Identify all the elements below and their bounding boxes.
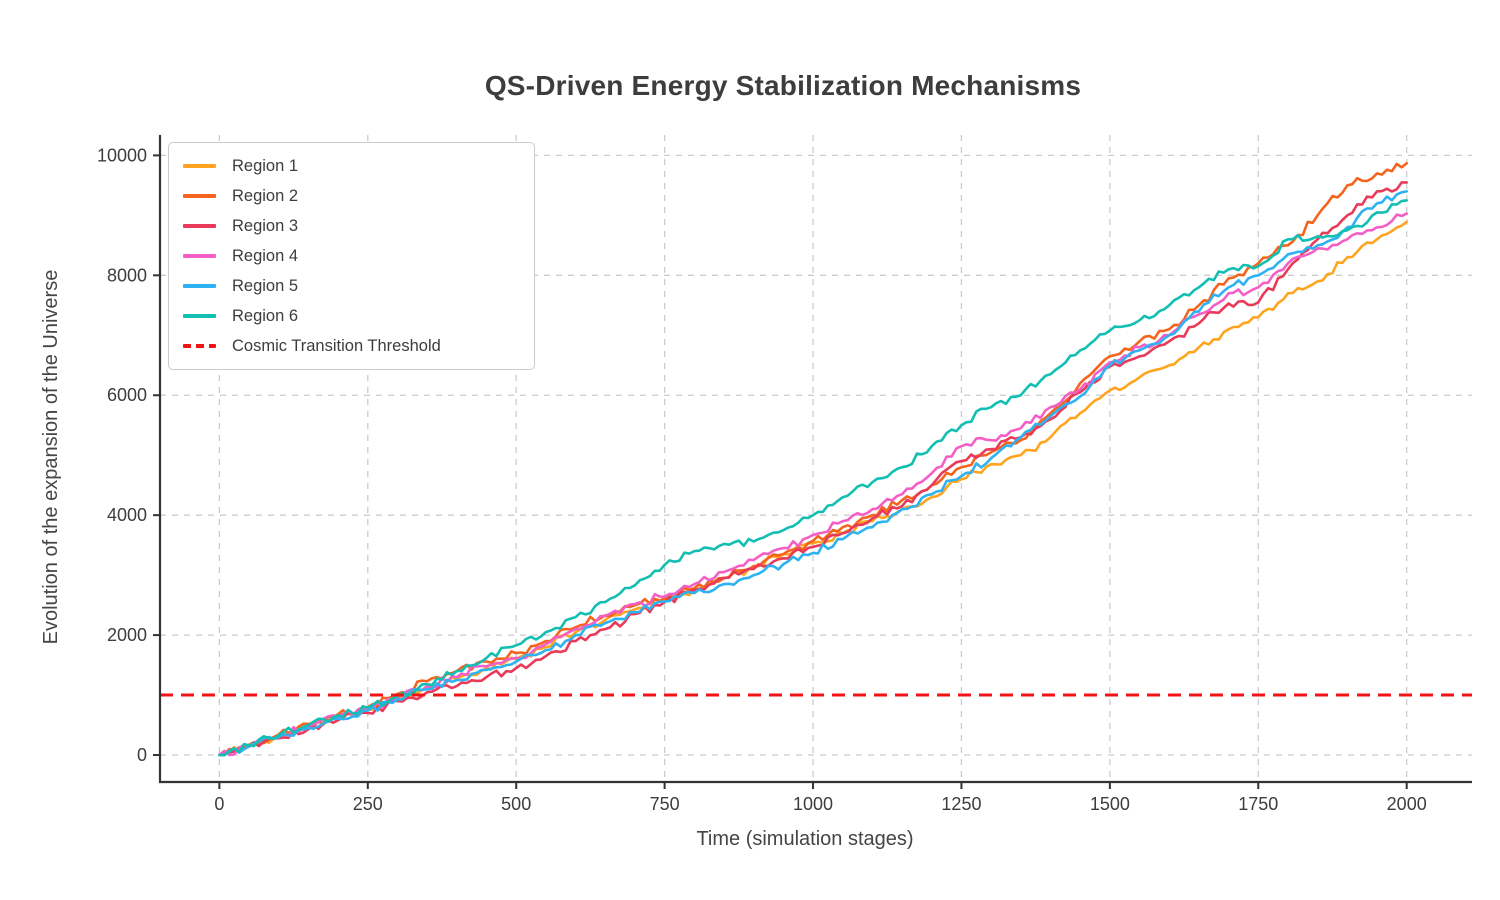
legend-line-swatch (183, 314, 216, 318)
series-line-region-6 (218, 199, 1408, 757)
legend-item-region-6: Region 6 (183, 301, 520, 331)
axes-layer (153, 135, 1472, 789)
y-axis-label: Evolution of the expansion of the Univer… (40, 270, 62, 645)
series-line-region-1 (218, 220, 1408, 757)
x-tick-label: 1500 (1090, 794, 1130, 814)
legend-label: Region 2 (232, 186, 299, 205)
legend-line-swatch (183, 284, 216, 288)
y-tick-label: 0 (137, 745, 147, 765)
y-tick-label: 4000 (107, 505, 147, 525)
legend-label: Region 6 (232, 306, 299, 325)
legend-label: Cosmic Transition Threshold (232, 336, 441, 355)
y-tick-label: 6000 (107, 385, 147, 405)
legend-item-region-5: Region 5 (183, 271, 520, 301)
x-tick-label: 1000 (793, 794, 833, 814)
legend-item-region-1: Region 1 (183, 151, 520, 181)
chart-title: QS-Driven Energy Stabilization Mechanism… (484, 70, 1082, 101)
legend-label: Region 3 (232, 216, 299, 235)
y-tick-label: 8000 (107, 265, 147, 285)
legend-line-swatch (183, 224, 216, 228)
x-tick-label: 2000 (1387, 794, 1427, 814)
x-tick-label: 1750 (1238, 794, 1278, 814)
y-tick-label: 2000 (107, 625, 147, 645)
legend-item-region-2: Region 2 (183, 181, 520, 211)
tick-label-layer: 0 250 500 750 1000 1250 1500 1750 2000 0 2000 4000 6… (97, 145, 1427, 814)
legend-item-cosmic-transition-threshold: Cosmic Transition Threshold (183, 331, 520, 361)
y-tick-label: 10000 (97, 145, 147, 165)
legend-dashed-line-swatch (183, 344, 216, 348)
x-tick-label: 750 (650, 794, 680, 814)
legend-label: Region 5 (232, 276, 299, 295)
series-line-region-3 (218, 181, 1408, 757)
legend-line-swatch (183, 164, 216, 168)
x-tick-label: 250 (353, 794, 383, 814)
legend-item-region-4: Region 4 (183, 241, 520, 271)
x-tick-label: 0 (214, 794, 224, 814)
legend-line-swatch (183, 254, 216, 258)
legend-item-region-3: Region 3 (183, 211, 520, 241)
legend: Region 1 Region 2 Region 3 Region 4 Region 5… (168, 142, 535, 370)
legend-label: Region 4 (232, 246, 299, 265)
x-tick-label: 1250 (941, 794, 981, 814)
x-axis-label: Time (simulation stages) (696, 828, 913, 850)
legend-label: Region 1 (232, 156, 299, 175)
x-tick-label: 500 (501, 794, 531, 814)
series-layer (218, 161, 1408, 757)
legend-line-swatch (183, 194, 216, 198)
